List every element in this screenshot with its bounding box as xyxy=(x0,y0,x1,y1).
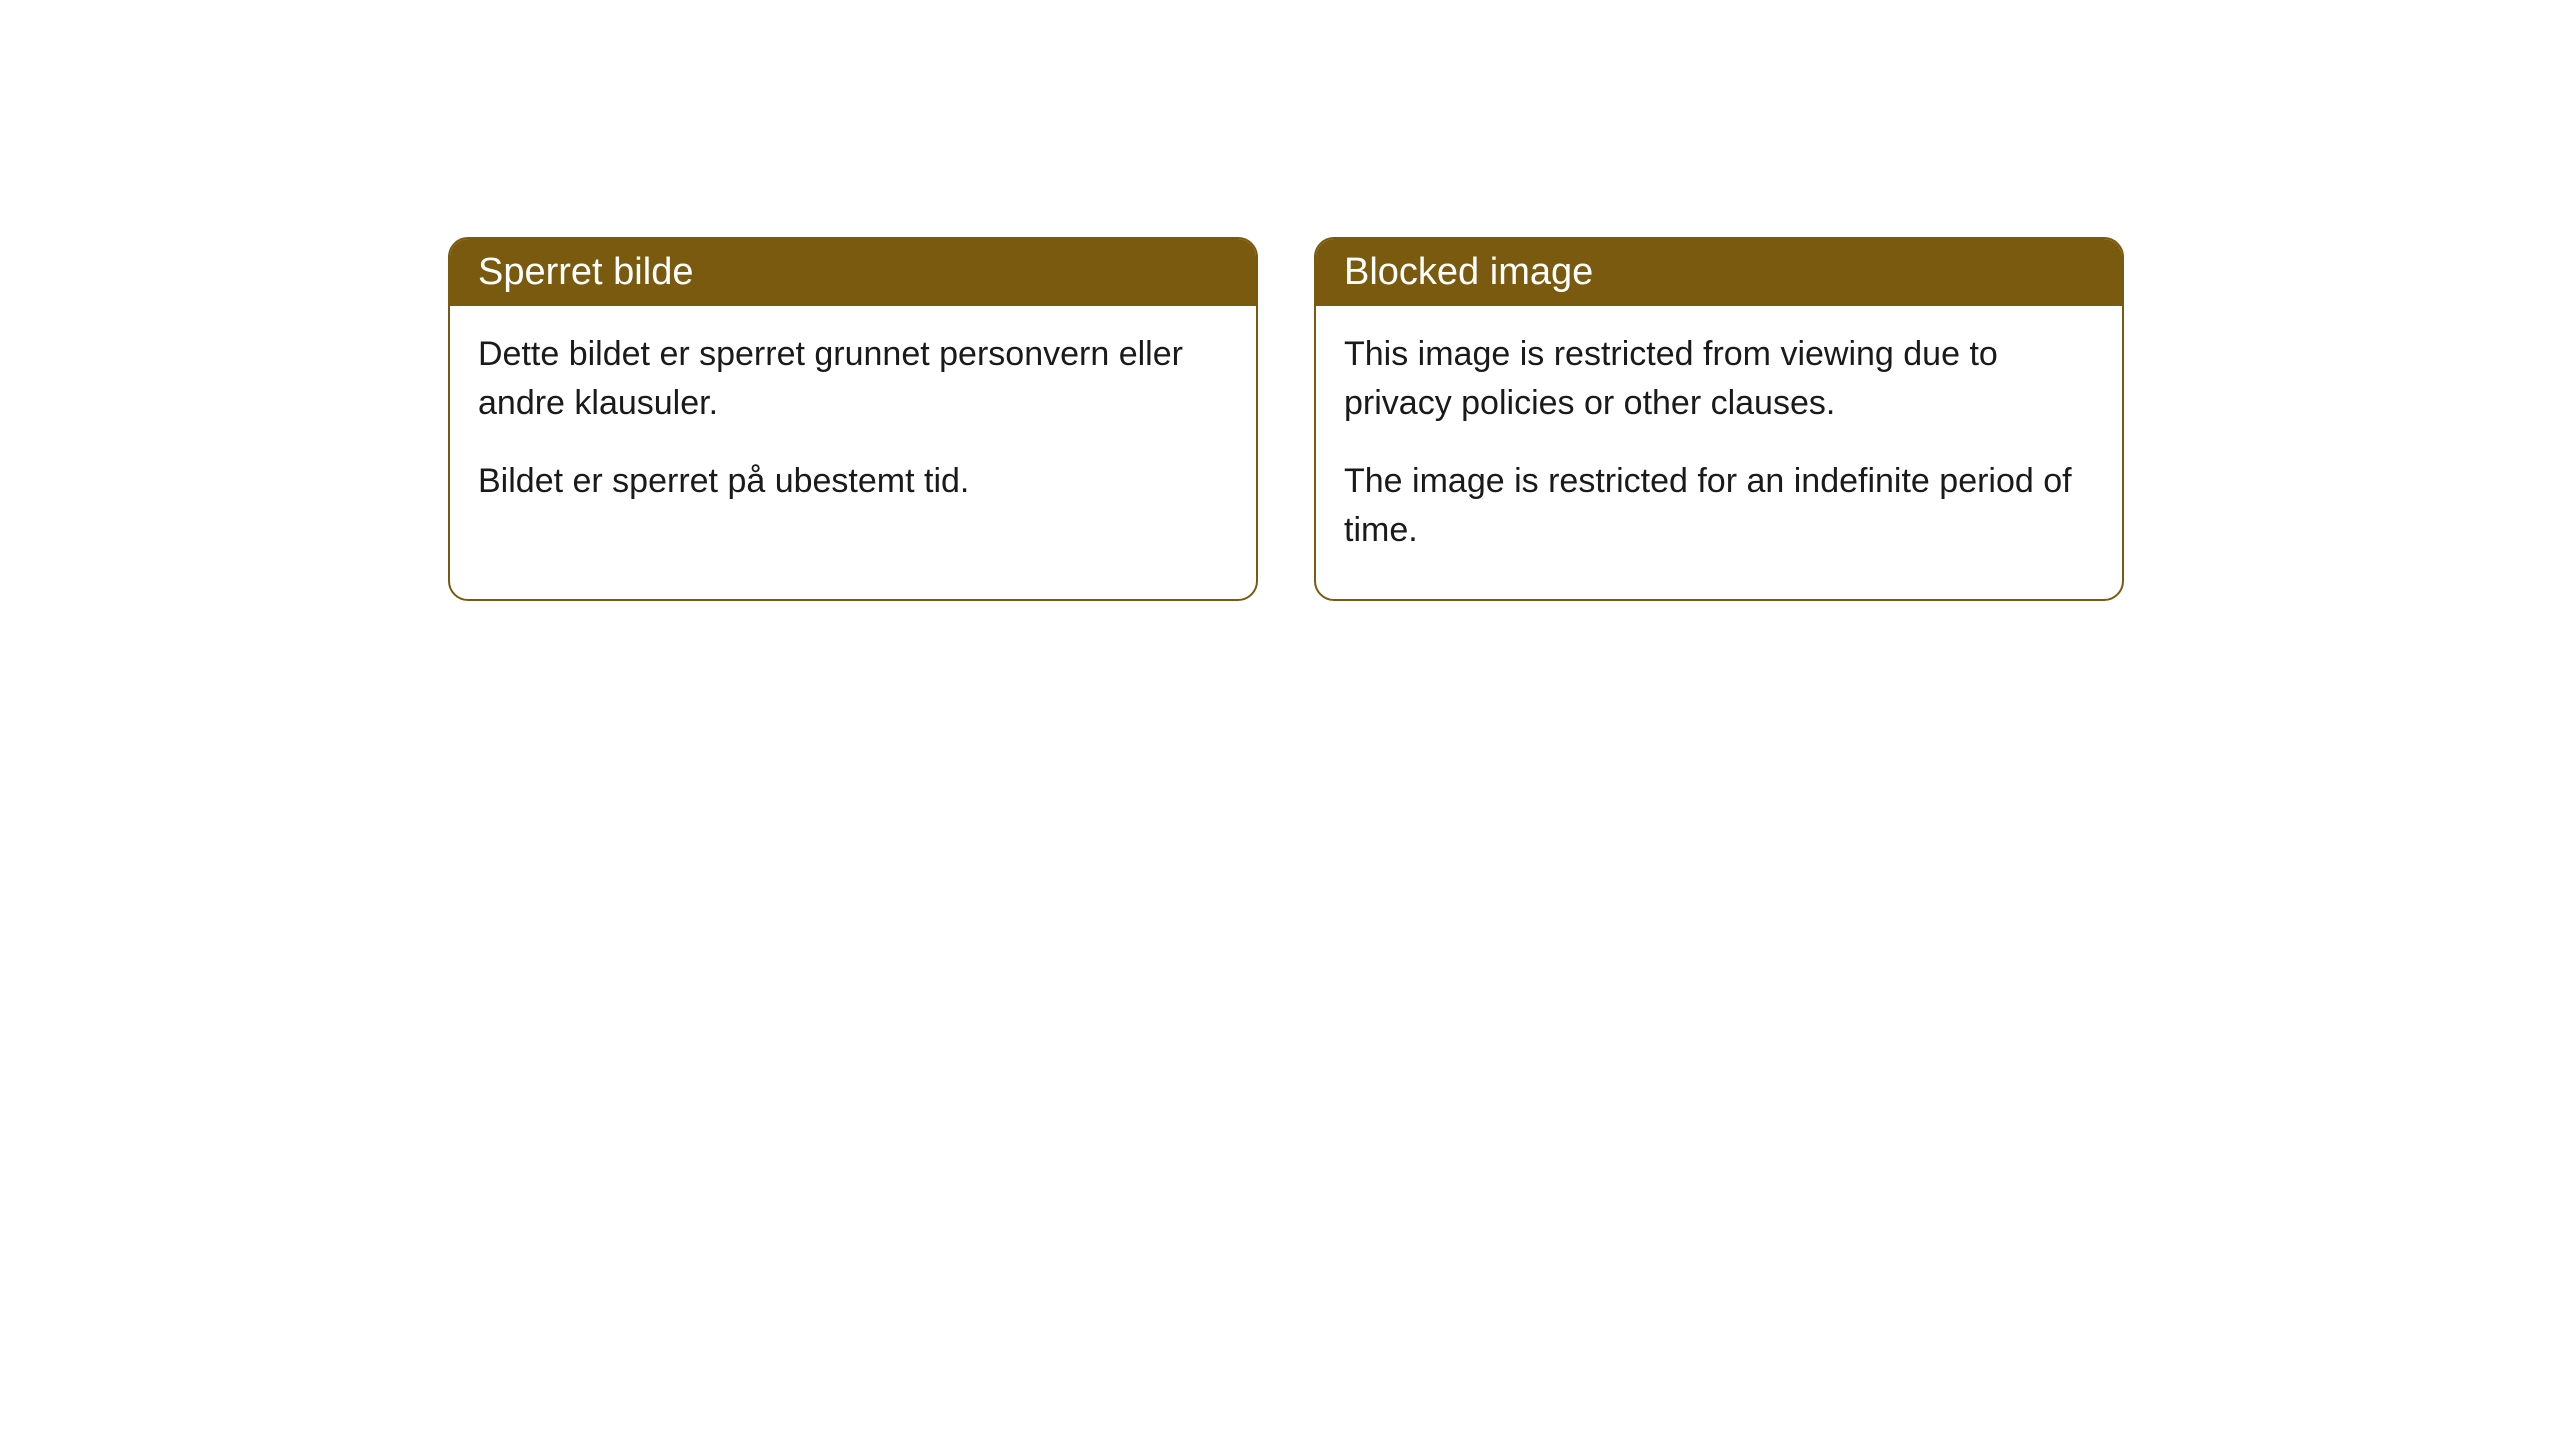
card-title: Blocked image xyxy=(1344,251,1593,293)
card-paragraph: The image is restricted for an indefinit… xyxy=(1344,457,2094,556)
card-paragraph: Dette bildet er sperret grunnet personve… xyxy=(478,330,1228,429)
notice-cards-container: Sperret bilde Dette bildet er sperret gr… xyxy=(448,237,2124,601)
card-paragraph: This image is restricted from viewing du… xyxy=(1344,330,2094,429)
card-header: Sperret bilde xyxy=(450,239,1256,306)
card-header: Blocked image xyxy=(1316,239,2122,306)
card-body: This image is restricted from viewing du… xyxy=(1316,306,2122,599)
card-paragraph: Bildet er sperret på ubestemt tid. xyxy=(478,457,1228,506)
card-title: Sperret bilde xyxy=(478,251,693,293)
card-body: Dette bildet er sperret grunnet personve… xyxy=(450,306,1256,550)
notice-card-norwegian: Sperret bilde Dette bildet er sperret gr… xyxy=(448,237,1258,601)
notice-card-english: Blocked image This image is restricted f… xyxy=(1314,237,2124,601)
